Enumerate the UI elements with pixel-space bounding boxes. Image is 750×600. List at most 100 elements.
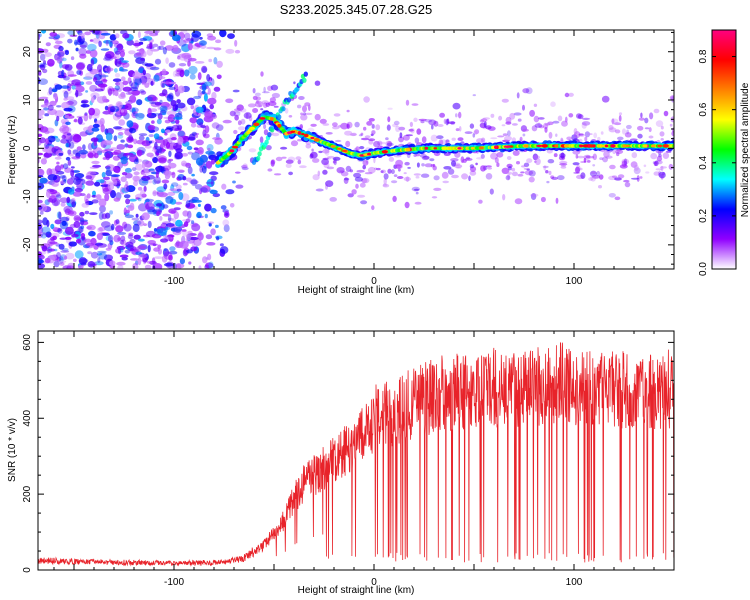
noise-cell: [109, 105, 120, 113]
noise-cell: [125, 241, 134, 248]
noise-cell: [141, 193, 147, 198]
noise-cell: [162, 234, 167, 239]
noise-cell: [133, 52, 144, 58]
noise-cell: [237, 120, 242, 126]
noise-cell: [181, 52, 192, 59]
noise-cell: [74, 41, 84, 45]
noise-cell: [152, 156, 159, 164]
noise-cell: [110, 174, 120, 178]
noise-cell: [84, 210, 90, 215]
noise-cell: [521, 165, 526, 168]
noise-cell: [47, 198, 54, 203]
noise-cell: [128, 154, 138, 163]
noise-cell: [265, 102, 270, 108]
noise-cell: [147, 244, 151, 253]
noise-cell: [451, 137, 456, 141]
noise-cell: [186, 145, 193, 151]
noise-cell: [56, 56, 63, 64]
noise-cell: [196, 211, 202, 219]
noise-cell: [154, 141, 158, 150]
noise-cell: [61, 174, 67, 183]
noise-cell: [420, 120, 425, 124]
noise-cell: [57, 50, 65, 57]
noise-cell: [168, 92, 174, 100]
noise-cell: [332, 160, 336, 164]
noise-cell: [662, 152, 670, 160]
noise-cell: [455, 166, 462, 169]
noise-cell: [38, 222, 42, 231]
noise-cell: [171, 171, 176, 179]
noise-cell: [62, 163, 69, 170]
noise-cell: [179, 69, 185, 78]
noise-cell: [69, 223, 77, 229]
noise-cell: [582, 117, 591, 120]
noise-cell: [590, 171, 597, 174]
y-tick-label: 200: [22, 485, 33, 502]
noise-cell: [568, 113, 574, 118]
noise-cell: [161, 255, 168, 263]
noise-cell: [70, 176, 80, 180]
noise-cell: [38, 124, 44, 132]
noise-cell: [156, 180, 161, 184]
noise-cell: [198, 40, 208, 46]
noise-cell: [288, 171, 293, 176]
noise-cell: [396, 176, 404, 179]
noise-cell: [38, 232, 48, 236]
noise-cell: [182, 138, 186, 144]
noise-cell: [502, 194, 506, 201]
noise-cell: [142, 254, 149, 263]
noise-cell: [263, 86, 266, 93]
noise-cell: [47, 104, 54, 111]
noise-cell: [170, 143, 177, 147]
noise-cell: [119, 57, 125, 61]
noise-cell: [110, 223, 115, 231]
noise-cell: [174, 119, 180, 124]
noise-cell: [39, 96, 49, 100]
noise-cell: [206, 46, 216, 50]
noise-cell: [596, 170, 601, 177]
noise-cell: [433, 120, 439, 127]
noise-cell: [528, 176, 535, 183]
noise-cell: [346, 109, 350, 113]
noise-cell: [134, 70, 139, 73]
noise-cell: [150, 80, 154, 86]
noise-cell: [67, 159, 72, 166]
noise-cell: [195, 106, 204, 114]
noise-cell: [622, 128, 626, 135]
secondary-trace-cell: [302, 77, 307, 83]
noise-cell: [159, 99, 163, 104]
noise-cell: [512, 150, 520, 156]
noise-cell: [557, 175, 565, 181]
snr-x-axis-label: Height of straight line (km): [298, 585, 415, 596]
noise-cell: [48, 87, 53, 95]
noise-cell: [114, 73, 121, 78]
noise-cell: [101, 171, 106, 178]
noise-cell: [166, 110, 177, 116]
noise-cell: [163, 81, 171, 84]
noise-cell: [658, 171, 666, 179]
noise-cell: [67, 210, 77, 217]
noise-cell: [168, 86, 176, 91]
noise-cell: [548, 170, 552, 175]
noise-cell: [51, 181, 60, 188]
noise-cell: [404, 201, 410, 209]
ridge-peak: [341, 149, 348, 152]
noise-cell: [121, 172, 128, 176]
noise-cell: [309, 153, 314, 159]
noise-cell: [88, 230, 96, 237]
noise-cell: [579, 167, 583, 171]
noise-cell: [304, 102, 311, 107]
noise-cell: [53, 92, 58, 100]
noise-cell: [177, 130, 185, 137]
y-tick-label: 20: [22, 46, 33, 58]
noise-cell: [68, 241, 78, 247]
noise-cell: [124, 152, 134, 156]
noise-cell: [185, 162, 192, 168]
noise-cell: [631, 152, 638, 159]
noise-cell: [39, 177, 48, 184]
spectrogram-y-ticks: -20 -10 0 10 20: [22, 31, 674, 265]
noise-cell: [618, 115, 622, 122]
noise-cell: [233, 110, 241, 117]
noise-cell: [378, 141, 387, 145]
noise-cell: [505, 121, 512, 125]
